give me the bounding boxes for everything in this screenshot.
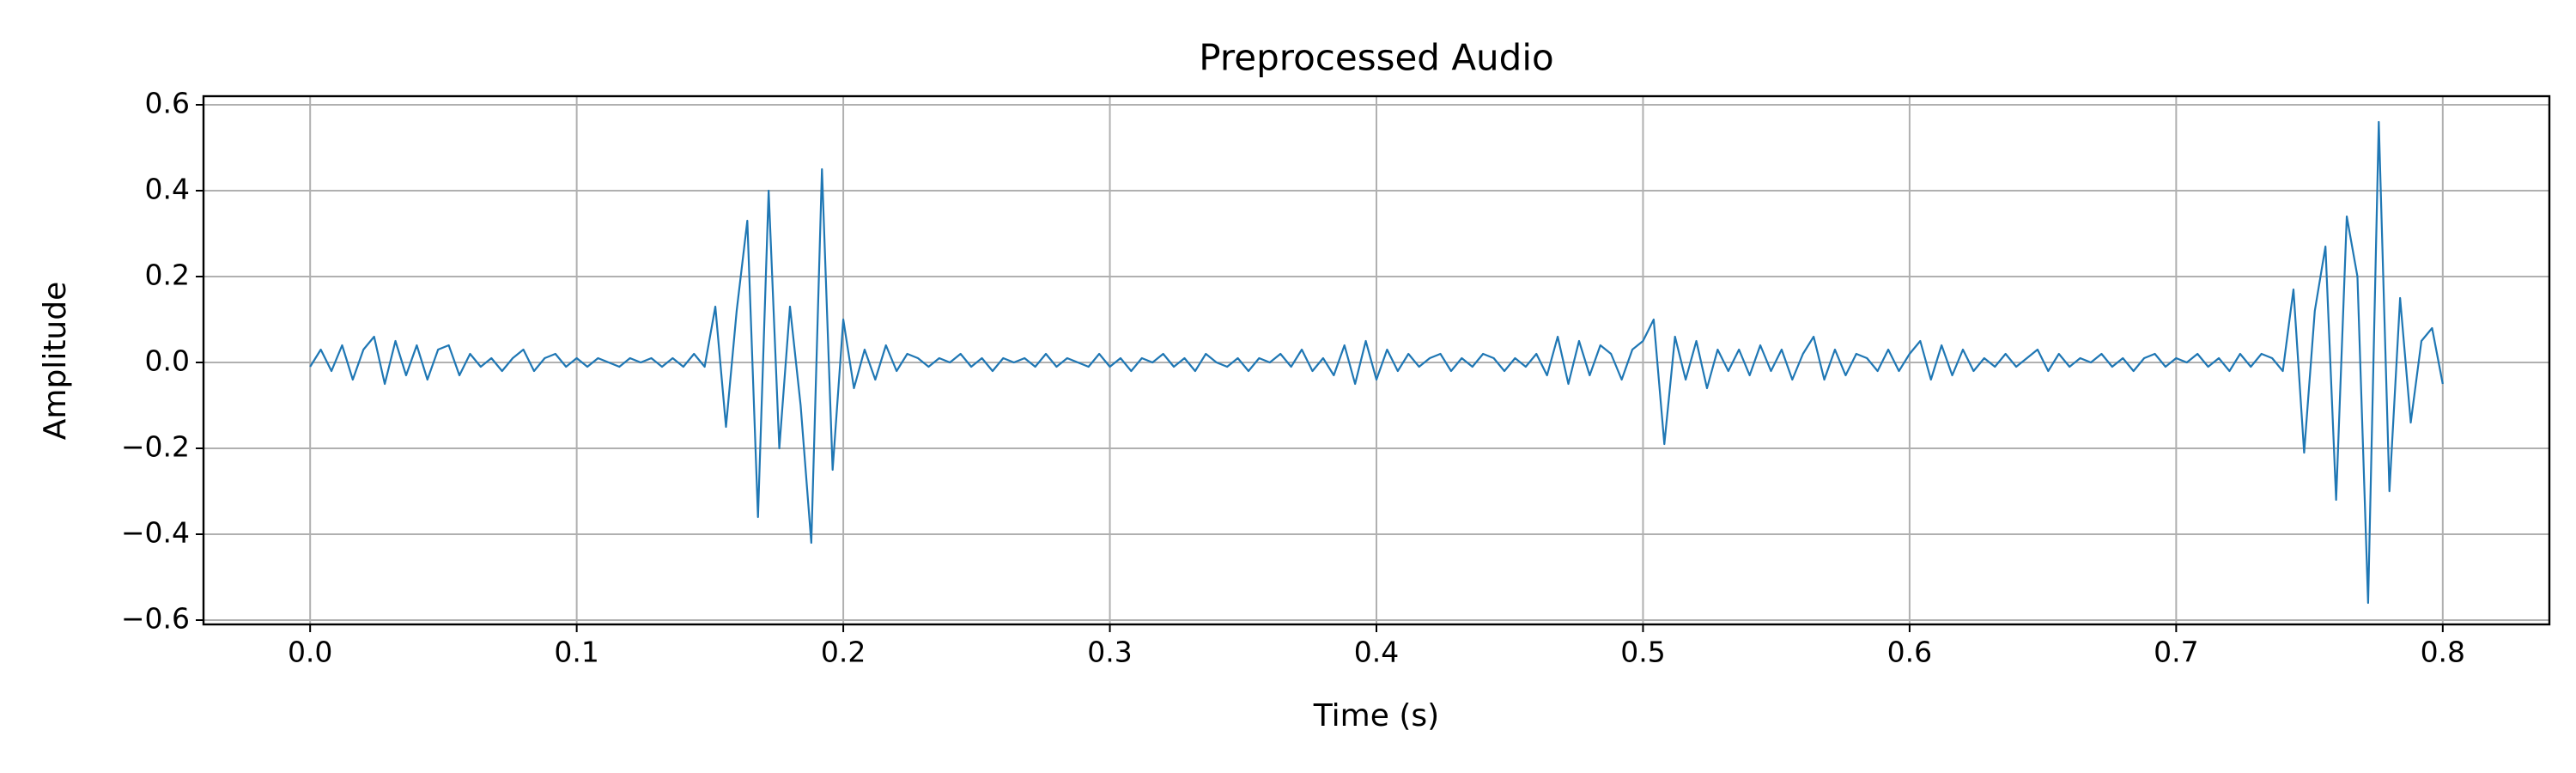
x-tick-label: 0.2 [821,636,866,669]
y-tick-label: 0.0 [145,344,190,378]
x-tick-label: 0.1 [554,636,598,669]
x-tick-label: 0.6 [1887,636,1932,669]
y-axis-label: Amplitude [38,282,73,440]
x-tick-label: 0.8 [2421,636,2465,669]
x-axis-label: Time (s) [1313,698,1439,733]
y-tick-label: 0.6 [145,87,190,120]
chart-title: Preprocessed Audio [1199,37,1553,79]
waveform-line [309,120,2444,605]
y-tick-label: −0.2 [121,430,190,464]
x-tick-label: 0.3 [1087,636,1132,669]
y-tick-label: 0.4 [145,173,190,206]
x-tick-label: 0.0 [288,636,332,669]
y-tick-label: −0.6 [121,602,190,636]
y-tick-label: −0.4 [121,516,190,550]
x-tick-label: 0.5 [1620,636,1665,669]
x-tick-label: 0.7 [2154,636,2198,669]
y-tick-label: 0.2 [145,259,190,292]
plot-frame [202,94,2551,626]
x-tick-label: 0.4 [1354,636,1399,669]
